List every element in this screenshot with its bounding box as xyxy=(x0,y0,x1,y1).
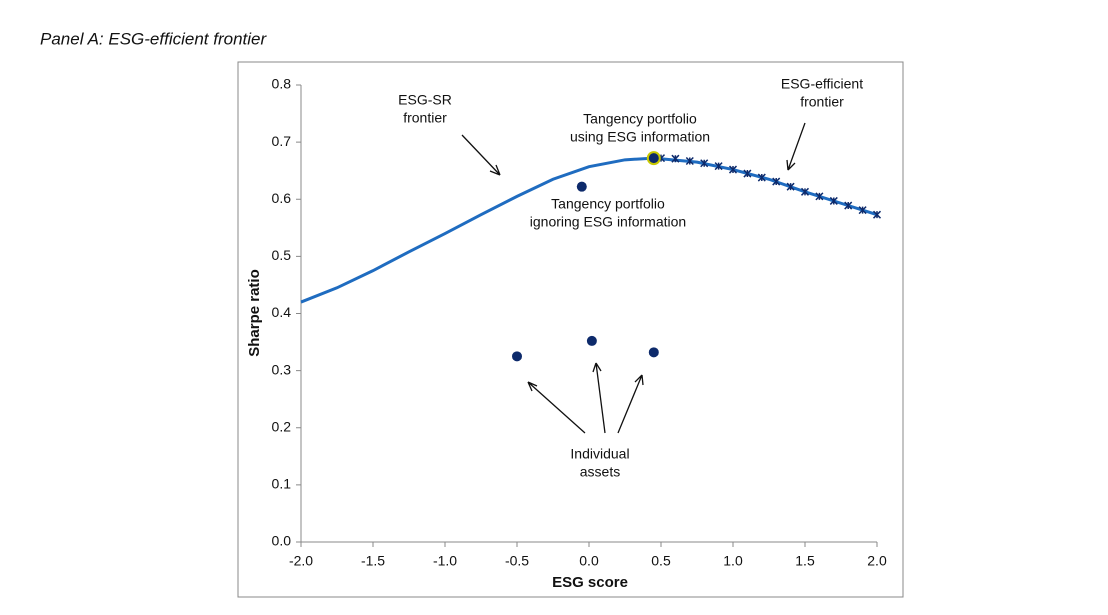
x-tick-label: -1.5 xyxy=(361,553,385,569)
star-marker xyxy=(872,210,882,219)
star-marker xyxy=(829,196,838,205)
star-marker xyxy=(728,165,738,174)
annotation: assets xyxy=(580,464,620,480)
arrow xyxy=(527,381,586,434)
arrow xyxy=(786,122,806,171)
point xyxy=(586,335,597,346)
arrow xyxy=(617,374,644,434)
star-marker xyxy=(772,177,781,186)
x-tick-label: 2.0 xyxy=(867,553,887,569)
frontier-line xyxy=(300,156,878,304)
y-tick-label: 0.0 xyxy=(272,533,292,549)
annotation: frontier xyxy=(403,110,447,126)
annotation: frontier xyxy=(800,94,844,110)
y-tick-label: 0.1 xyxy=(272,476,292,492)
panel-title: Panel A: ESG-efficient frontier xyxy=(40,29,267,48)
star-marker xyxy=(700,159,709,168)
annotation: ESG-SR xyxy=(398,92,452,108)
y-tick-label: 0.8 xyxy=(272,76,292,92)
point xyxy=(576,181,587,192)
y-tick-label: 0.4 xyxy=(272,304,292,320)
star-marker xyxy=(685,156,694,166)
arrows xyxy=(461,122,806,434)
x-tick-label: -2.0 xyxy=(289,553,313,569)
star-marker xyxy=(786,182,795,191)
x-tick-label: 0.0 xyxy=(579,553,599,569)
x-tick-label: 0.5 xyxy=(651,553,671,569)
star-marker xyxy=(743,169,752,178)
point xyxy=(648,347,659,358)
star-marker xyxy=(858,206,867,215)
star-marker xyxy=(714,162,723,171)
y-tick-label: 0.3 xyxy=(272,361,292,377)
x-tick-label: -0.5 xyxy=(505,553,529,569)
x-axis-label: ESG score xyxy=(552,574,628,591)
annotation: Tangency portfolio xyxy=(551,196,665,212)
star-marker xyxy=(800,187,810,196)
arrow xyxy=(461,134,501,176)
chart-frame xyxy=(237,61,904,598)
y-tick-label: 0.6 xyxy=(272,190,292,206)
star-marker xyxy=(815,192,824,201)
y-axis-label: Sharpe ratio xyxy=(246,269,263,357)
x-tick-label: 1.5 xyxy=(795,553,815,569)
point xyxy=(512,351,522,362)
annotation: ESG-efficient xyxy=(781,76,863,92)
y-tick-label: 0.7 xyxy=(272,133,292,149)
annotation: using ESG information xyxy=(570,129,710,145)
annotation: ignoring ESG information xyxy=(530,214,686,230)
y-tick-label: 0.2 xyxy=(272,418,292,434)
x-tick-label: -1.0 xyxy=(433,553,457,569)
star-marker xyxy=(757,173,766,182)
star-marker xyxy=(671,154,680,163)
annotation: Tangency portfolio xyxy=(583,111,697,127)
y-tick-label: 0.5 xyxy=(272,247,292,263)
annotation: Individual xyxy=(570,446,629,462)
tangency-point xyxy=(646,151,661,166)
x-tick-label: 1.0 xyxy=(723,553,743,569)
arrow xyxy=(592,362,606,434)
star-marker xyxy=(844,201,853,210)
